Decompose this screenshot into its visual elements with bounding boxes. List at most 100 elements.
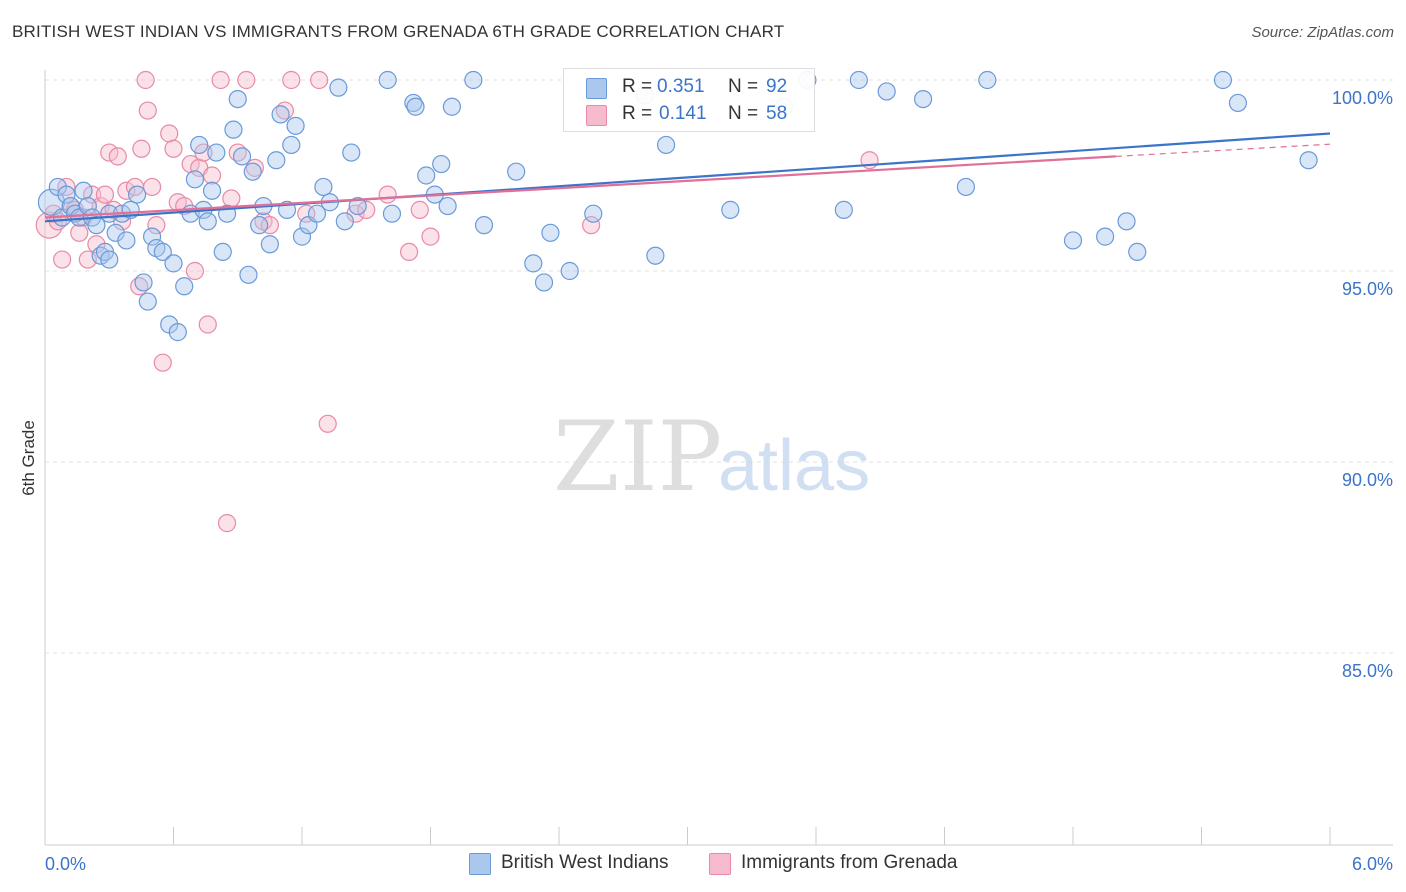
bwi-point	[153, 242, 172, 261]
grenada-point	[421, 227, 440, 246]
grenada-point	[222, 189, 241, 208]
bwi-point	[335, 212, 354, 231]
bwi-point	[913, 89, 933, 109]
source-label: Source: ZipAtlas.com	[1251, 24, 1394, 41]
bwi-point	[956, 177, 976, 197]
bwi-point	[164, 254, 183, 273]
grenada-point	[198, 315, 217, 334]
grenada-point	[100, 143, 119, 162]
bwi-point	[282, 135, 301, 155]
bwi-point	[378, 70, 397, 90]
bwi-point	[267, 151, 286, 170]
watermark: ZIP atlas	[553, 401, 870, 513]
bwi-point	[228, 89, 247, 109]
bwi-point	[438, 196, 457, 216]
legend-r-value-grenada: 0.141	[659, 103, 707, 124]
watermark-atlas: atlas	[718, 426, 870, 506]
bwi-point	[175, 277, 194, 296]
bwi-point	[406, 97, 425, 116]
bwi-point	[1063, 231, 1083, 250]
bottom-legend-label-bwi: British West Indians	[501, 852, 669, 873]
bwi-point	[646, 246, 665, 265]
bwi-point	[342, 143, 361, 162]
grenada-point	[138, 101, 157, 120]
bwi-point	[57, 185, 76, 204]
grenada-point	[357, 200, 376, 219]
legend-r-value-bwi: 0.351	[657, 76, 705, 97]
axis-labels: 100.0% 95.0% 90.0% 85.0% 0.0% 6.0% 6th Grade	[19, 88, 1393, 874]
bwi-point	[382, 204, 402, 223]
grenada-point	[185, 261, 205, 281]
grenada-point	[237, 70, 256, 90]
bwi-point	[286, 116, 305, 135]
grenada-point	[282, 70, 301, 90]
bwi-point	[134, 273, 153, 292]
trend-lines	[44, 132, 1331, 223]
grenada-point	[164, 139, 183, 158]
legend-n-label: N =	[728, 76, 759, 97]
bwi-point	[348, 196, 367, 216]
bwi-point	[464, 70, 483, 90]
bwi-point	[834, 200, 853, 219]
grenada-point	[53, 250, 72, 269]
axes	[44, 70, 1393, 846]
grenada-point	[142, 177, 162, 197]
bwi-point	[1128, 242, 1147, 261]
bwi-point	[127, 185, 147, 204]
bwi-point	[74, 181, 93, 200]
bwi-point	[560, 261, 579, 281]
grenada-point	[35, 211, 63, 239]
bwi-point	[534, 273, 554, 292]
x-tick-label: 0.0%	[45, 854, 86, 874]
grenada-point	[318, 414, 337, 433]
grenada-point	[582, 216, 601, 235]
grenada-point	[160, 124, 179, 143]
bwi-point	[417, 166, 436, 185]
grenada-trend-line	[44, 155, 1116, 219]
legend-r-label: R =	[622, 76, 653, 97]
bwi-point	[656, 135, 676, 155]
bwi-point	[142, 227, 162, 246]
bottom-legend-swatch-grenada	[709, 853, 731, 875]
bwi-point	[507, 162, 526, 181]
bwi-point	[198, 212, 217, 231]
legend-n-label: N =	[728, 103, 759, 124]
y-tick-label: 100.0%	[1332, 88, 1393, 108]
series-grenada-points	[35, 70, 879, 533]
bwi-point	[292, 227, 312, 246]
bwi-point	[329, 78, 348, 97]
grenada-point	[132, 139, 151, 158]
bwi-point	[474, 216, 494, 235]
bwi-trend-line	[44, 132, 1331, 223]
grenada-point	[202, 166, 222, 185]
bwi-point	[202, 181, 222, 200]
grenada-point	[297, 204, 316, 223]
grenada-point	[117, 181, 136, 200]
bwi-point	[1299, 151, 1318, 170]
grenada-point	[70, 223, 89, 242]
stats-legend: R = 0.351 N = 92 R = 0.141 N = 58	[563, 68, 815, 132]
grenada-point	[136, 70, 155, 90]
grenada-point	[310, 70, 329, 90]
bwi-point	[207, 143, 226, 162]
bwi-point	[978, 70, 997, 90]
bwi-point	[87, 216, 106, 235]
legend-swatch-bwi	[586, 78, 607, 99]
bwi-point	[190, 135, 209, 155]
bwi-point	[1213, 70, 1233, 90]
bwi-point	[100, 250, 119, 269]
legend-n-value-grenada: 58	[766, 103, 788, 124]
chart-title: BRITISH WEST INDIAN VS IMMIGRANTS FROM G…	[12, 22, 785, 41]
bwi-point	[243, 162, 262, 181]
bwi-point	[721, 200, 740, 219]
y-tick-label: 85.0%	[1342, 661, 1393, 681]
bwi-point	[250, 216, 269, 235]
grenada-point	[95, 185, 115, 204]
bwi-point	[849, 70, 868, 90]
bottom-legend-label-grenada: Immigrants from Grenada	[741, 852, 958, 873]
bwi-point	[232, 147, 252, 166]
grenada-point	[410, 200, 429, 219]
bwi-point	[260, 235, 279, 254]
grenada-point	[399, 242, 419, 261]
